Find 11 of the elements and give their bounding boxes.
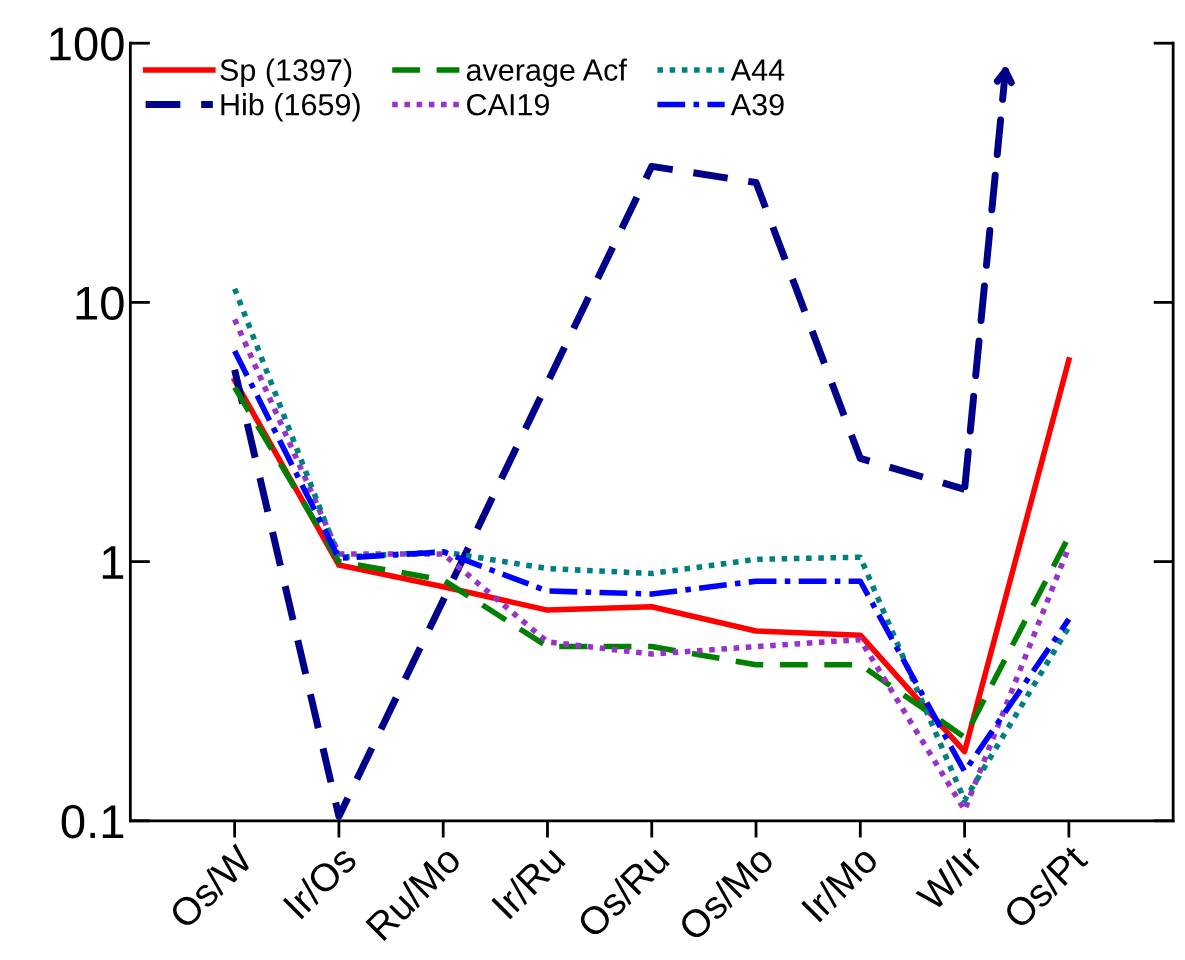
legend-label: Hib (1659) [221, 93, 360, 122]
x-tick-label: W/Ir [914, 842, 985, 913]
legend-label: average Acf [466, 58, 627, 87]
legend-label: CAI19 [467, 93, 549, 116]
y-tick-label: 10 [76, 286, 124, 320]
legend-label: A44 [730, 59, 785, 81]
legend-label: A39 [730, 93, 784, 116]
y-tick-label: 100 [50, 27, 124, 61]
legend-label: Sp (1397) [220, 58, 352, 87]
y-tick-label: 1 [102, 546, 124, 579]
y-tick-label: 0.1 [61, 804, 124, 839]
